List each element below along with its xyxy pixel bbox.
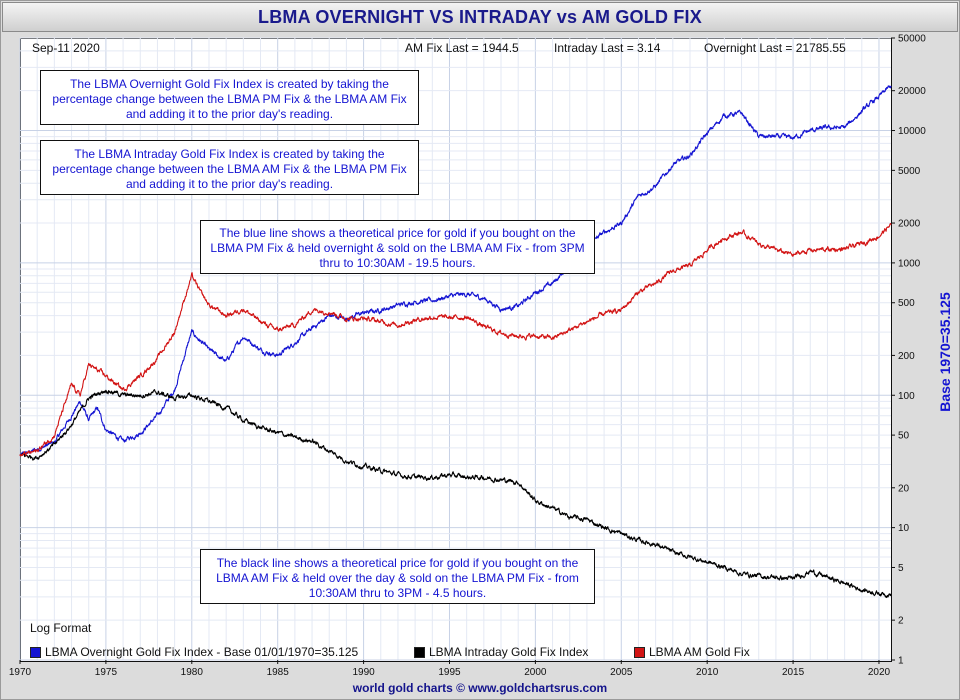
- legend-swatch-am-fix: [634, 646, 645, 658]
- x-tick-label: 1975: [95, 667, 118, 678]
- y-tick-label: 1: [898, 656, 904, 667]
- series-line-1: [19, 389, 892, 599]
- x-tick-label: 2010: [696, 667, 719, 678]
- y-tick-label: 100: [898, 391, 915, 402]
- y-tick-label: 200: [898, 351, 915, 362]
- y-axis-label: Base 1970=35.125: [937, 292, 953, 412]
- y-tick-label: 50: [898, 431, 910, 442]
- x-tick-label: 1995: [438, 667, 461, 678]
- x-tick-label: 2015: [782, 667, 805, 678]
- intraday-last: Intraday Last = 3.14: [554, 41, 661, 55]
- y-tick-label: 5000: [898, 166, 921, 177]
- axes: 1970 1975 1980 1985 1990 1995 2000 2005 2010 2015…: [9, 34, 926, 679]
- y-tick-label: 20: [898, 483, 910, 494]
- x-tick-label: 2000: [524, 667, 547, 678]
- log-format-label: Log Format: [30, 621, 92, 635]
- series-layer: [19, 85, 892, 599]
- y-tick-label: 5: [898, 563, 904, 574]
- legend-label-am-fix: LBMA AM Gold Fix: [649, 645, 750, 659]
- legend-item-am-fix: LBMA AM Gold Fix: [634, 645, 750, 659]
- footer-credit: world gold charts © www.goldchartsrus.co…: [352, 681, 608, 695]
- note-intraday-definition: The LBMA Intraday Gold Fix Index is crea…: [40, 140, 419, 195]
- chart-title: LBMA OVERNIGHT VS INTRADAY vs AM GOLD FI…: [258, 7, 702, 27]
- x-tick-label: 1980: [181, 667, 204, 678]
- x-tick-label: 2005: [610, 667, 633, 678]
- legend-label-intraday: LBMA Intraday Gold Fix Index: [429, 645, 589, 659]
- y-tick-label: 50000: [898, 34, 926, 45]
- x-tick-label: 1990: [352, 667, 375, 678]
- am-fix-last: AM Fix Last = 1944.5: [405, 41, 519, 55]
- series-line-0: [19, 85, 892, 457]
- y-tick-label: 20000: [898, 86, 926, 97]
- legend-swatch-intraday: [414, 646, 425, 658]
- note-blue-line: The blue line shows a theoretical price …: [200, 220, 595, 274]
- legend-swatch-overnight: [30, 646, 41, 658]
- legend-item-overnight: LBMA Overnight Gold Fix Index - Base 01/…: [30, 645, 358, 659]
- note-overnight-definition: The LBMA Overnight Gold Fix Index is cre…: [40, 70, 419, 125]
- y-tick-label: 2000: [898, 219, 921, 230]
- y-tick-label: 2: [898, 616, 904, 627]
- x-tick-label: 1970: [9, 667, 32, 678]
- legend-item-intraday: LBMA Intraday Gold Fix Index: [414, 645, 588, 659]
- overnight-last: Overnight Last = 21785.55: [704, 41, 846, 55]
- title-bar: LBMA OVERNIGHT VS INTRADAY vs AM GOLD FI…: [2, 2, 958, 32]
- legend-label-overnight: LBMA Overnight Gold Fix Index - Base 01/…: [45, 645, 359, 659]
- x-tick-label: 1985: [267, 667, 290, 678]
- y-tick-label: 500: [898, 298, 915, 309]
- chart-date: Sep-11 2020: [32, 41, 100, 55]
- series-line-2: [19, 223, 892, 457]
- y-tick-label: 1000: [898, 258, 921, 269]
- x-tick-label: 2020: [868, 667, 891, 678]
- y-tick-label: 10: [898, 523, 910, 534]
- note-black-line: The black line shows a theoretical price…: [200, 549, 595, 604]
- y-tick-label: 10000: [898, 126, 926, 137]
